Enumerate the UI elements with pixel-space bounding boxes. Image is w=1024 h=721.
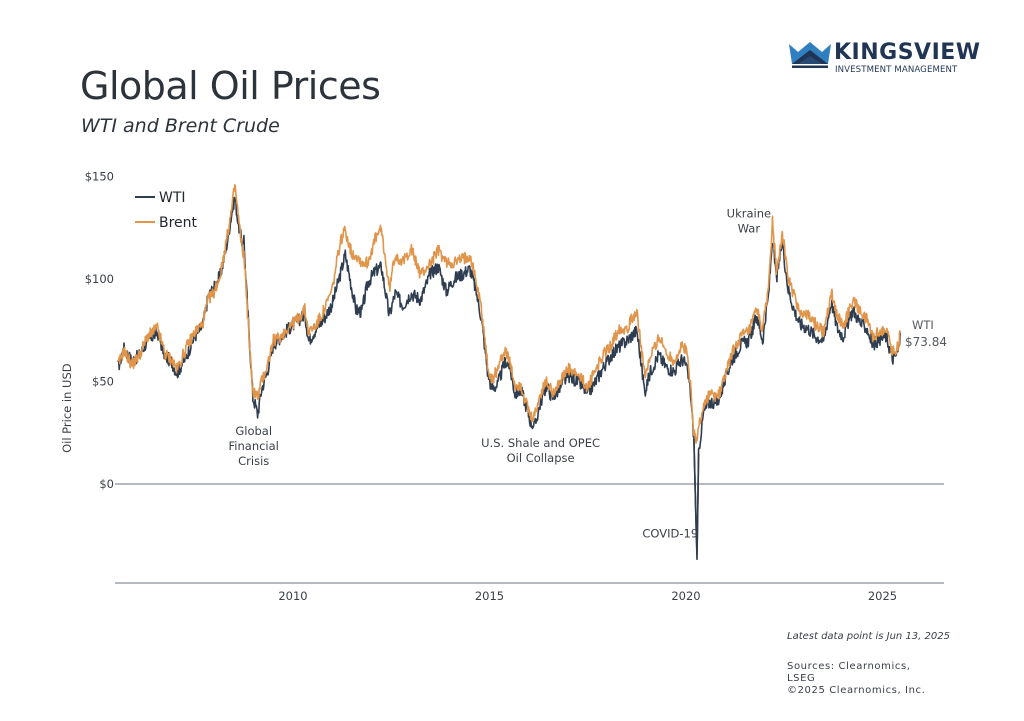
sources-block: Sources: Clearnomics, LSEG ©2025 Clearno… [787, 661, 925, 697]
annotation-label: War [738, 222, 761, 236]
end-label-series: WTI [912, 318, 934, 332]
legend-label-brent: Brent [159, 215, 198, 231]
x-tick-label: 2020 [671, 589, 700, 603]
x-tick-label: 2010 [278, 589, 307, 603]
series-line-brent [117, 184, 901, 444]
crown-icon [789, 42, 831, 68]
y-tick-label: $50 [92, 375, 114, 389]
y-tick-label: $100 [85, 272, 114, 286]
x-tick-label: 2015 [475, 589, 504, 603]
y-axis-title: Oil Price in USD [60, 363, 74, 453]
sources-line: LSEG [787, 673, 816, 684]
annotation-label: Oil Collapse [507, 451, 575, 465]
logo-tagline: INVESTMENT MANAGEMENT [835, 65, 958, 75]
legend-label-wti: WTI [159, 190, 186, 206]
annotation-label: Global [235, 424, 272, 438]
copyright-line: ©2025 Clearnomics, Inc. [787, 685, 926, 696]
y-tick-label: $0 [99, 477, 114, 491]
series-line-wti [117, 196, 901, 555]
annotation-label: COVID-19 [642, 526, 698, 540]
y-tick-label: $150 [85, 170, 114, 184]
latest-data-note: Latest data point is Jun 13, 2025 [787, 631, 950, 642]
chart-subtitle: WTI and Brent Crude [81, 115, 280, 137]
kingsview-logo: KINGSVIEW INVESTMENT MANAGEMENT [788, 38, 980, 78]
annotation-label: Financial [229, 439, 279, 453]
end-label-value: $73.84 [905, 335, 947, 349]
sources-line: Sources: Clearnomics, [787, 661, 911, 672]
wti-covid-spike [693, 438, 700, 560]
x-tick-label: 2025 [868, 589, 897, 603]
annotation-label: Crisis [238, 454, 269, 468]
chart-title: Global Oil Prices [80, 64, 381, 108]
annotation-label: Ukraine [727, 207, 771, 221]
logo-wordmark: KINGSVIEW [834, 40, 981, 65]
annotation-label: U.S. Shale and OPEC [481, 436, 600, 450]
